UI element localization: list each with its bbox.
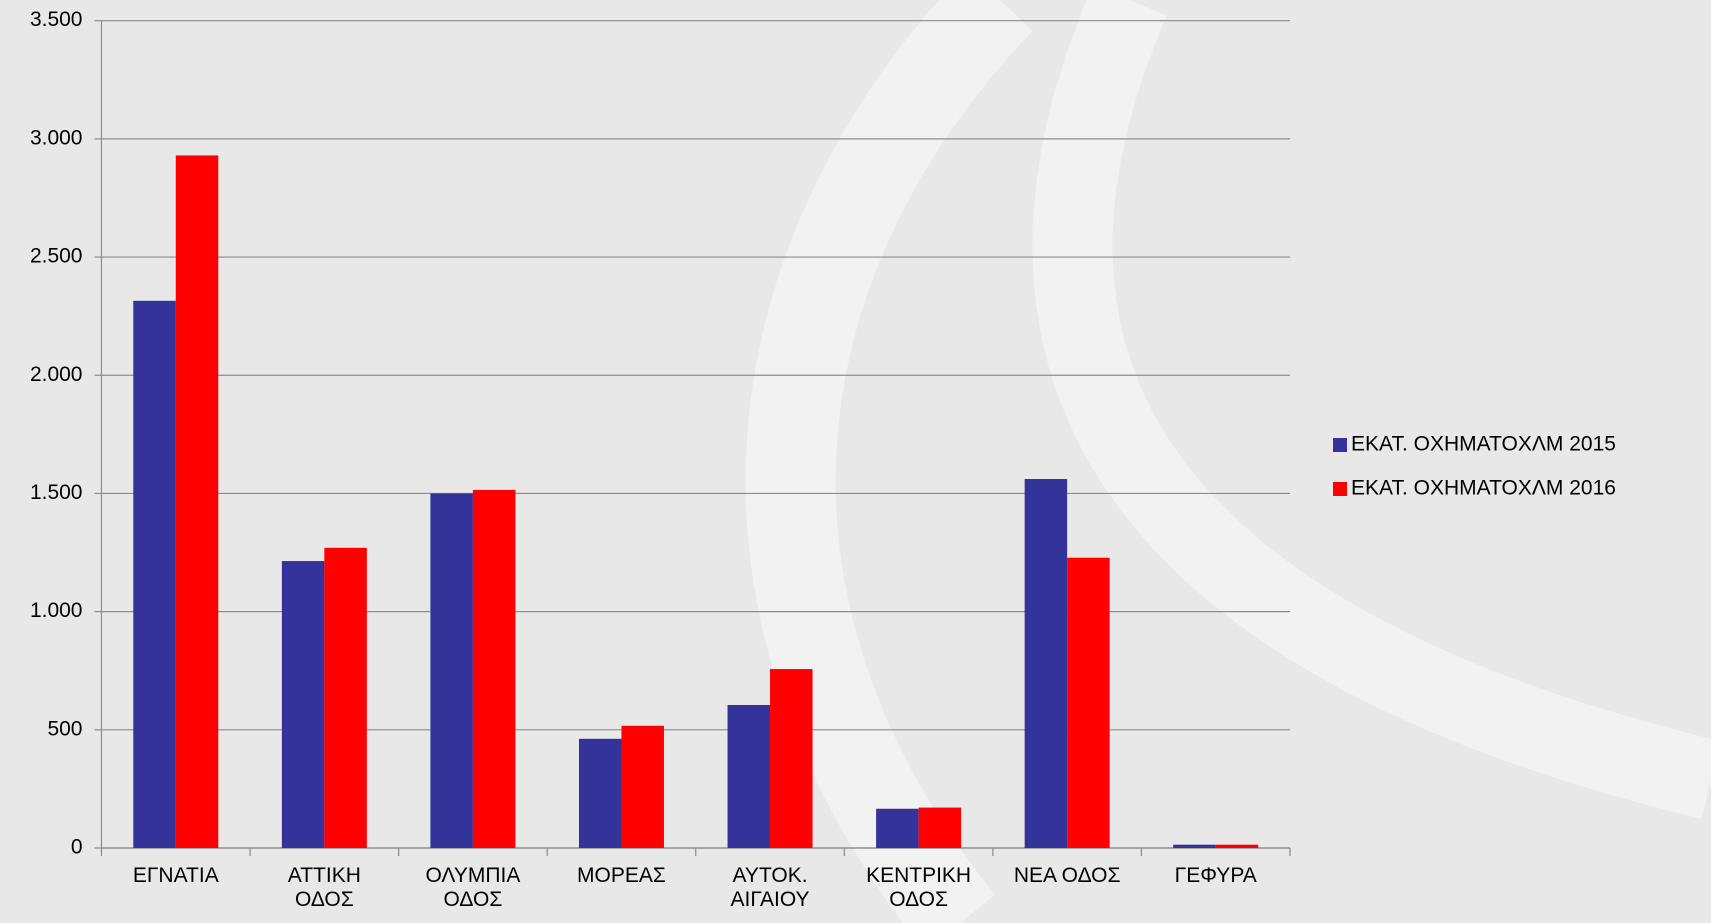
x-tick-label: ΕΓΝΑΤΙΑ: [132, 864, 219, 887]
x-tick-label: ΝΕΑ ΟΔΟΣ: [1013, 864, 1121, 887]
x-tick-label: ΓΕΦΥΡΑ: [1174, 864, 1257, 887]
bar: [281, 561, 325, 848]
y-tick-label: 1.000: [30, 599, 83, 622]
bar: [1215, 844, 1259, 848]
y-tick-label: 0: [71, 836, 83, 859]
x-tick-label: ΚΕΝΤΡΙΚΗ ΟΔΟΣ: [866, 864, 972, 911]
bar: [175, 155, 219, 849]
legend-swatch: [1333, 482, 1347, 496]
bar: [324, 547, 367, 848]
y-tick-label: 3.000: [30, 126, 83, 149]
bar: [621, 725, 664, 848]
bar: [430, 493, 473, 848]
y-tick-label: 500: [47, 717, 82, 740]
x-tick-label: ΑΤΤΙΚΗ ΟΔΟΣ: [287, 864, 361, 911]
bar: [770, 669, 813, 848]
bar: [1173, 844, 1216, 848]
y-tick-label: 3.500: [30, 8, 83, 31]
background-arc: [745, 0, 1033, 923]
x-tick-label: ΑΥΤΟΚ. ΑΙΓΑΙΟΥ: [730, 864, 810, 911]
bar: [133, 300, 176, 848]
background-arc: [1032, 0, 1711, 819]
x-tick-label: ΟΛΥΜΠΙΑ ΟΔΟΣ: [425, 864, 521, 911]
bar: [1067, 557, 1110, 848]
bar: [1024, 479, 1068, 848]
bar: [472, 489, 516, 848]
legend-label: ΕΚΑΤ. ΟΧΗΜΑΤΟΧΛΜ 2015: [1351, 433, 1616, 456]
y-tick-label: 2.500: [30, 245, 83, 268]
bar: [578, 738, 622, 848]
bar: [727, 704, 771, 848]
x-tick-label: ΜΟΡΕΑΣ: [577, 864, 666, 887]
legend-label: ΕΚΑΤ. ΟΧΗΜΑΤΟΧΛΜ 2016: [1351, 477, 1616, 500]
legend-swatch: [1333, 438, 1347, 452]
y-tick-label: 1.500: [30, 481, 83, 504]
bar: [918, 807, 962, 848]
bar: [876, 808, 919, 848]
y-tick-label: 2.000: [30, 363, 83, 386]
